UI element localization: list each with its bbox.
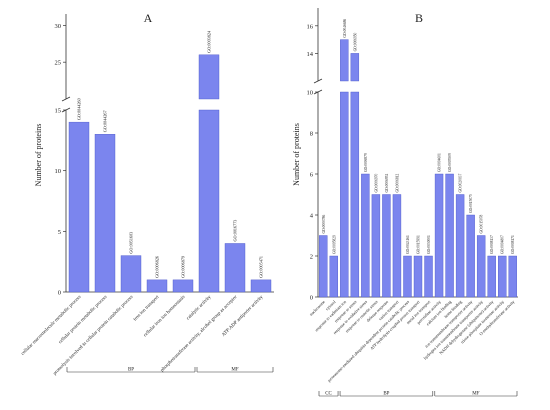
data-label-go-id: GO:0004601 [438,153,442,172]
data-label-go-id: GO:0003824 [207,30,212,53]
bar [392,194,402,298]
data-label-go-id: GO:0006979 [364,153,368,172]
data-label-go-id: GO:0000786 [322,215,326,234]
data-label-go-id: GO:0006952 [385,174,389,193]
y-tick-label: 30 [55,23,62,30]
bar [487,255,496,298]
data-label-go-id: GO:0043161 [406,235,410,254]
data-label-go-id: GO:0006950 [353,32,357,51]
bar [403,255,412,298]
group-label: MF [472,392,479,397]
bar [224,243,246,293]
data-label-go-id: GO:0006812 [395,174,399,193]
data-label-go-id: GO:0051603 [129,232,134,254]
y-tick-label: 15 [55,108,62,115]
panel-title: A [144,11,153,25]
bar [120,255,142,293]
bar [94,134,116,293]
data-label-go-id: GO:0046686 [343,19,347,38]
bar [508,255,517,298]
y-tick-label: 2 [310,254,313,261]
bar [424,255,433,298]
data-label-go-id: GO:0006826 [155,256,160,278]
bar [466,214,475,298]
y-tick-label: 25 [55,60,62,67]
y-axis-title: Number of proteins [34,124,43,187]
bar [371,194,381,298]
group-label: MF [231,368,238,373]
y-tick-label: 8 [310,131,313,138]
data-label-go-id: GO:0016773 [233,220,238,242]
bar-upper-segment [198,54,220,100]
bar [198,109,220,293]
panel-a-chart: A 0 5 10 15 25 30 Number of proteins GO:0044260 c… [21,11,274,377]
bar [434,173,444,298]
bar [498,255,507,298]
data-label-go-id: GO:0015991 [417,235,421,254]
bar [172,279,194,293]
bar-upper-segment [340,39,349,82]
group-label: BP [128,368,134,373]
bar [68,121,90,293]
bar [361,173,370,298]
axis-break-mark [313,78,323,84]
x-tick-label: catalytic activity [186,294,213,321]
y-tick-label: 14 [307,51,314,58]
group-label: BP [383,392,389,397]
data-label-go-id: GO:0004807 [501,235,505,254]
data-label-go-id: GO:0005509 [448,153,452,172]
panel-b-chart: B 0 2 4 6 8 10 14 16 Number of proteins GO:0000786… [292,8,518,397]
y-axis-title: Number of proteins [292,123,301,186]
y-tick-label: 4 [310,213,314,220]
data-label-go-id: GO:0030001 [427,235,431,254]
data-label-go-id: GO:0008137 [490,235,494,254]
bar [455,194,465,298]
data-label-go-id: GO:0008171 [511,235,515,254]
data-label-go-id: GO:0005471 [259,256,264,278]
y-tick-label: 16 [307,23,314,30]
bar [382,194,391,298]
x-tick-label: cellular protein metabolic process [58,295,108,345]
bar-upper-segment [350,53,360,82]
data-label-go-id: GO:0015075 [469,194,473,213]
y-tick-label: 10 [307,90,314,97]
x-tick-label: iron ion transport [133,294,161,322]
y-tick-label: 0 [310,295,313,302]
bar [329,255,338,298]
data-label-go-id: GO:0044267 [103,110,108,132]
data-label-go-id: GO:0005829 [332,235,336,254]
data-label-go-id: GO:0020037 [459,174,463,193]
bar [250,279,272,293]
bar [340,91,349,298]
bar [350,91,360,298]
data-label-go-id: GO:0015078 [480,215,484,234]
y-tick-label: 6 [310,172,314,179]
bar [445,173,454,298]
bar [413,255,423,298]
axis-break-mark [61,96,71,102]
y-tick-label: 10 [55,168,62,175]
bar [319,235,328,298]
data-label-go-id: GO:0044260 [77,98,82,120]
y-tick-label: 5 [58,229,61,236]
bar [476,235,486,298]
y-tick-label: 0 [58,290,61,297]
data-label-go-id: GO:0006970 [374,174,378,193]
group-label: CC [325,392,332,397]
bar [146,279,168,293]
panel-title: B [415,11,423,25]
data-label-go-id: GO:0006879 [181,256,186,278]
